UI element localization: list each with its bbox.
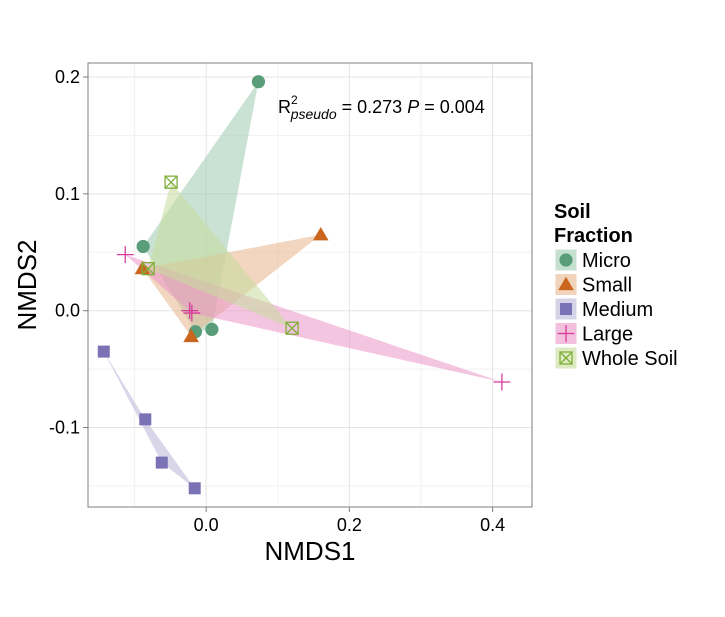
legend-item-small: Small [554,273,632,297]
y-tick-label: -0.1 [49,418,80,438]
legend-item-large: Large [554,322,633,346]
legend-label-medium: Medium [582,299,653,321]
legend-title-line1: Soil [554,201,591,223]
x-axis-ticks: 0.0 0.2 0.4 [194,507,505,535]
legend-marker-micro [559,253,573,267]
x-axis-title: NMDS1 [264,536,355,566]
x-tick-label: 0.2 [337,515,362,535]
point-large [183,304,201,322]
annotation-r-sub: pseudo [290,106,337,122]
legend-label-large: Large [582,324,633,346]
y-tick-label: 0.0 [55,301,80,321]
point-medium [139,413,152,426]
point-whole-soil [164,175,178,189]
point-large [493,373,511,391]
point-medium [97,345,110,358]
annotation-r: R [278,97,291,117]
point-whole-soil [285,321,299,335]
hull-whole-soil [148,182,293,329]
hull-large [125,254,502,382]
panel-border [87,62,533,508]
legend-label-whole-soil: Whole Soil [582,348,678,370]
legend-item-micro: Micro [554,248,631,272]
legend-marker-medium [560,303,572,315]
point-micro [136,239,150,254]
legend-item-whole-soil: Whole Soil [554,346,678,370]
y-axis-ticks: -0.1 0.0 0.1 0.2 [49,67,88,438]
point-small [183,328,199,343]
point-large [181,302,199,320]
legend-marker-small [558,276,574,291]
annotation-p-value: = 0.004 [419,97,485,117]
y-axis-title: NMDS2 [12,239,42,330]
point-medium [188,482,201,495]
x-tick-label: 0.4 [480,515,505,535]
y-tick-label: 0.2 [55,67,80,87]
legend-marker-whole-soil [559,351,573,365]
annotation-p: P [407,97,419,117]
gridlines [88,63,532,507]
legend-item-medium: Medium [554,297,653,321]
data-points [97,75,511,495]
legend-label-micro: Micro [582,250,631,272]
point-large [116,246,134,264]
stats-annotation: R2 pseudo = 0.273 P = 0.004 [278,93,485,122]
point-micro [251,75,266,89]
point-micro [205,322,219,336]
point-medium [155,456,168,469]
point-small [312,226,329,241]
point-whole-soil [141,261,155,276]
x-tick-label: 0.0 [194,515,219,535]
legend-marker-large [557,325,575,342]
annotation-r-sup: 2 [291,93,298,107]
legend-title-line2: Fraction [554,225,633,247]
y-tick-label: 0.1 [55,184,80,204]
legend-label-small: Small [582,275,632,297]
annotation-r-value: = 0.273 [337,97,408,117]
